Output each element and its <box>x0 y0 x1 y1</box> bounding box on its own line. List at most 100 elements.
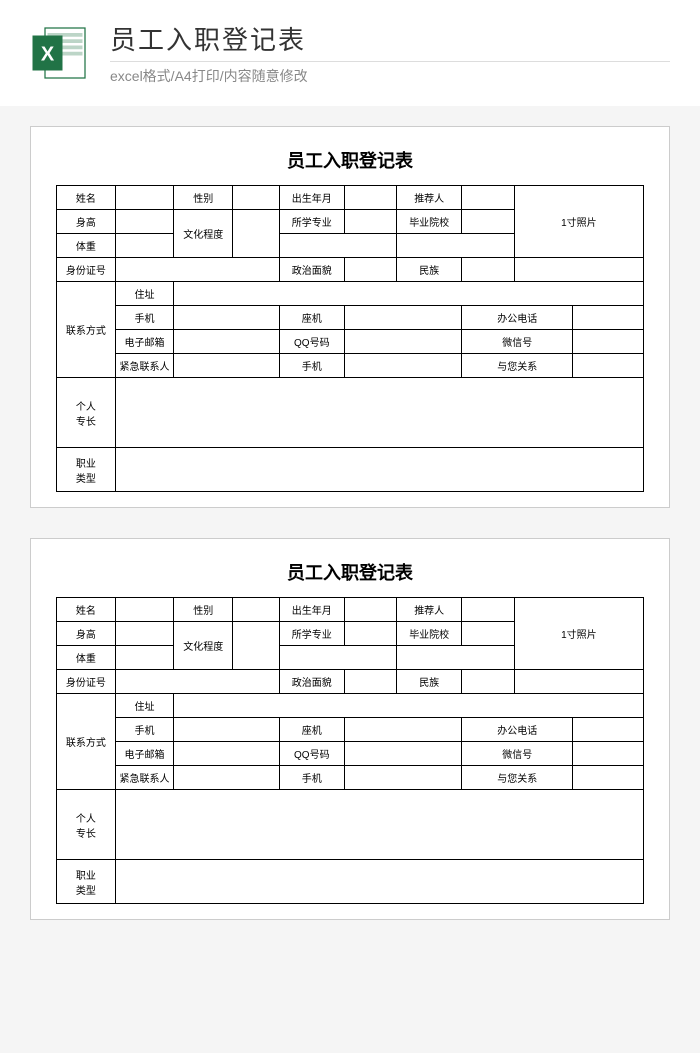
cell-birth <box>344 186 397 210</box>
label-birth: 出生年月 <box>280 186 345 210</box>
label-wechat: 微信号 <box>461 742 573 766</box>
cell-emergency <box>174 766 280 790</box>
page-header: X 员工入职登记表 excel格式/A4打印/内容随意修改 <box>0 0 700 106</box>
cell-blank1 <box>280 234 397 258</box>
cell-ethnic <box>461 258 514 282</box>
cell-referrer <box>461 598 514 622</box>
cell-job-type <box>115 448 643 492</box>
label-job-type: 职业 类型 <box>57 448 116 492</box>
label-referrer: 推荐人 <box>397 598 462 622</box>
header-text-block: 员工入职登记表 excel格式/A4打印/内容随意修改 <box>110 20 670 86</box>
label-landline: 座机 <box>280 718 345 742</box>
cell-landline <box>344 306 461 330</box>
cell-email <box>174 742 280 766</box>
cell-relation <box>573 354 644 378</box>
label-office-phone: 办公电话 <box>461 718 573 742</box>
label-contact: 联系方式 <box>57 694 116 790</box>
label-relation: 与您关系 <box>461 354 573 378</box>
cell-office-phone <box>573 306 644 330</box>
label-politics: 政治面貌 <box>280 258 345 282</box>
label-email: 电子邮箱 <box>115 330 174 354</box>
label-qq: QQ号码 <box>280 742 345 766</box>
label-wechat: 微信号 <box>461 330 573 354</box>
label-landline: 座机 <box>280 306 345 330</box>
label-office-phone: 办公电话 <box>461 306 573 330</box>
cell-blank1 <box>280 646 397 670</box>
cell-weight <box>115 646 174 670</box>
cell-education <box>233 622 280 670</box>
cell-school <box>461 210 514 234</box>
cell-landline <box>344 718 461 742</box>
label-specialty: 个人 专长 <box>57 790 116 860</box>
cell-weight <box>115 234 174 258</box>
form-title: 员工入职登记表 <box>56 147 644 173</box>
label-emergency: 紧急联系人 <box>115 766 174 790</box>
label-contact: 联系方式 <box>57 282 116 378</box>
form-title-2: 员工入职登记表 <box>56 559 644 585</box>
cell-idcard <box>115 670 279 694</box>
cell-name <box>115 598 174 622</box>
label-emergency: 紧急联系人 <box>115 354 174 378</box>
cell-major <box>344 210 397 234</box>
cell-wechat <box>573 742 644 766</box>
cell-height <box>115 210 174 234</box>
cell-qq <box>344 742 461 766</box>
label-idcard: 身份证号 <box>57 258 116 282</box>
cell-idcard <box>115 258 279 282</box>
cell-referrer <box>461 186 514 210</box>
cell-emergency-phone <box>344 354 461 378</box>
label-name: 姓名 <box>57 186 116 210</box>
cell-height <box>115 622 174 646</box>
cell-emergency-phone <box>344 766 461 790</box>
cell-job-type <box>115 860 643 904</box>
cell-mobile <box>174 306 280 330</box>
cell-emergency <box>174 354 280 378</box>
label-education: 文化程度 <box>174 210 233 258</box>
label-school: 毕业院校 <box>397 210 462 234</box>
cell-mobile <box>174 718 280 742</box>
cell-school <box>461 622 514 646</box>
label-address: 住址 <box>115 694 174 718</box>
cell-birth <box>344 598 397 622</box>
header-subtitle: excel格式/A4打印/内容随意修改 <box>110 61 670 86</box>
label-gender: 性别 <box>174 186 233 210</box>
cell-politics <box>344 670 397 694</box>
cell-relation <box>573 766 644 790</box>
cell-office-phone <box>573 718 644 742</box>
label-education: 文化程度 <box>174 622 233 670</box>
cell-blank2 <box>397 646 514 670</box>
label-height: 身高 <box>57 210 116 234</box>
form-table: 姓名 性别 出生年月 推荐人 1寸照片 身高 文化程度 所学专业 毕业院校 <box>56 185 644 492</box>
excel-icon: X <box>30 23 90 83</box>
label-mobile: 手机 <box>115 718 174 742</box>
cell-blank3 <box>514 670 643 694</box>
header-title: 员工入职登记表 <box>110 20 670 57</box>
label-job-type: 职业 类型 <box>57 860 116 904</box>
label-emergency-phone: 手机 <box>280 354 345 378</box>
label-mobile: 手机 <box>115 306 174 330</box>
cell-wechat <box>573 330 644 354</box>
label-ethnic: 民族 <box>397 258 462 282</box>
cell-politics <box>344 258 397 282</box>
label-referrer: 推荐人 <box>397 186 462 210</box>
label-school: 毕业院校 <box>397 622 462 646</box>
form-sheet: 员工入职登记表 姓名 性别 出生年月 推荐人 1寸照片 身高 文 <box>30 126 670 508</box>
cell-email <box>174 330 280 354</box>
cell-specialty <box>115 790 643 860</box>
label-emergency-phone: 手机 <box>280 766 345 790</box>
cell-blank2 <box>397 234 514 258</box>
label-name: 姓名 <box>57 598 116 622</box>
cell-education <box>233 210 280 258</box>
cell-gender <box>233 186 280 210</box>
label-height: 身高 <box>57 622 116 646</box>
form-sheet-2: 员工入职登记表 姓名 性别 出生年月 推荐人 1寸照片 身高 文 <box>30 538 670 920</box>
form-table-2: 姓名 性别 出生年月 推荐人 1寸照片 身高 文化程度 所学专业 毕业院校 <box>56 597 644 904</box>
cell-qq <box>344 330 461 354</box>
cell-name <box>115 186 174 210</box>
label-address: 住址 <box>115 282 174 306</box>
label-ethnic: 民族 <box>397 670 462 694</box>
cell-blank3 <box>514 258 643 282</box>
label-relation: 与您关系 <box>461 766 573 790</box>
label-idcard: 身份证号 <box>57 670 116 694</box>
label-birth: 出生年月 <box>280 598 345 622</box>
